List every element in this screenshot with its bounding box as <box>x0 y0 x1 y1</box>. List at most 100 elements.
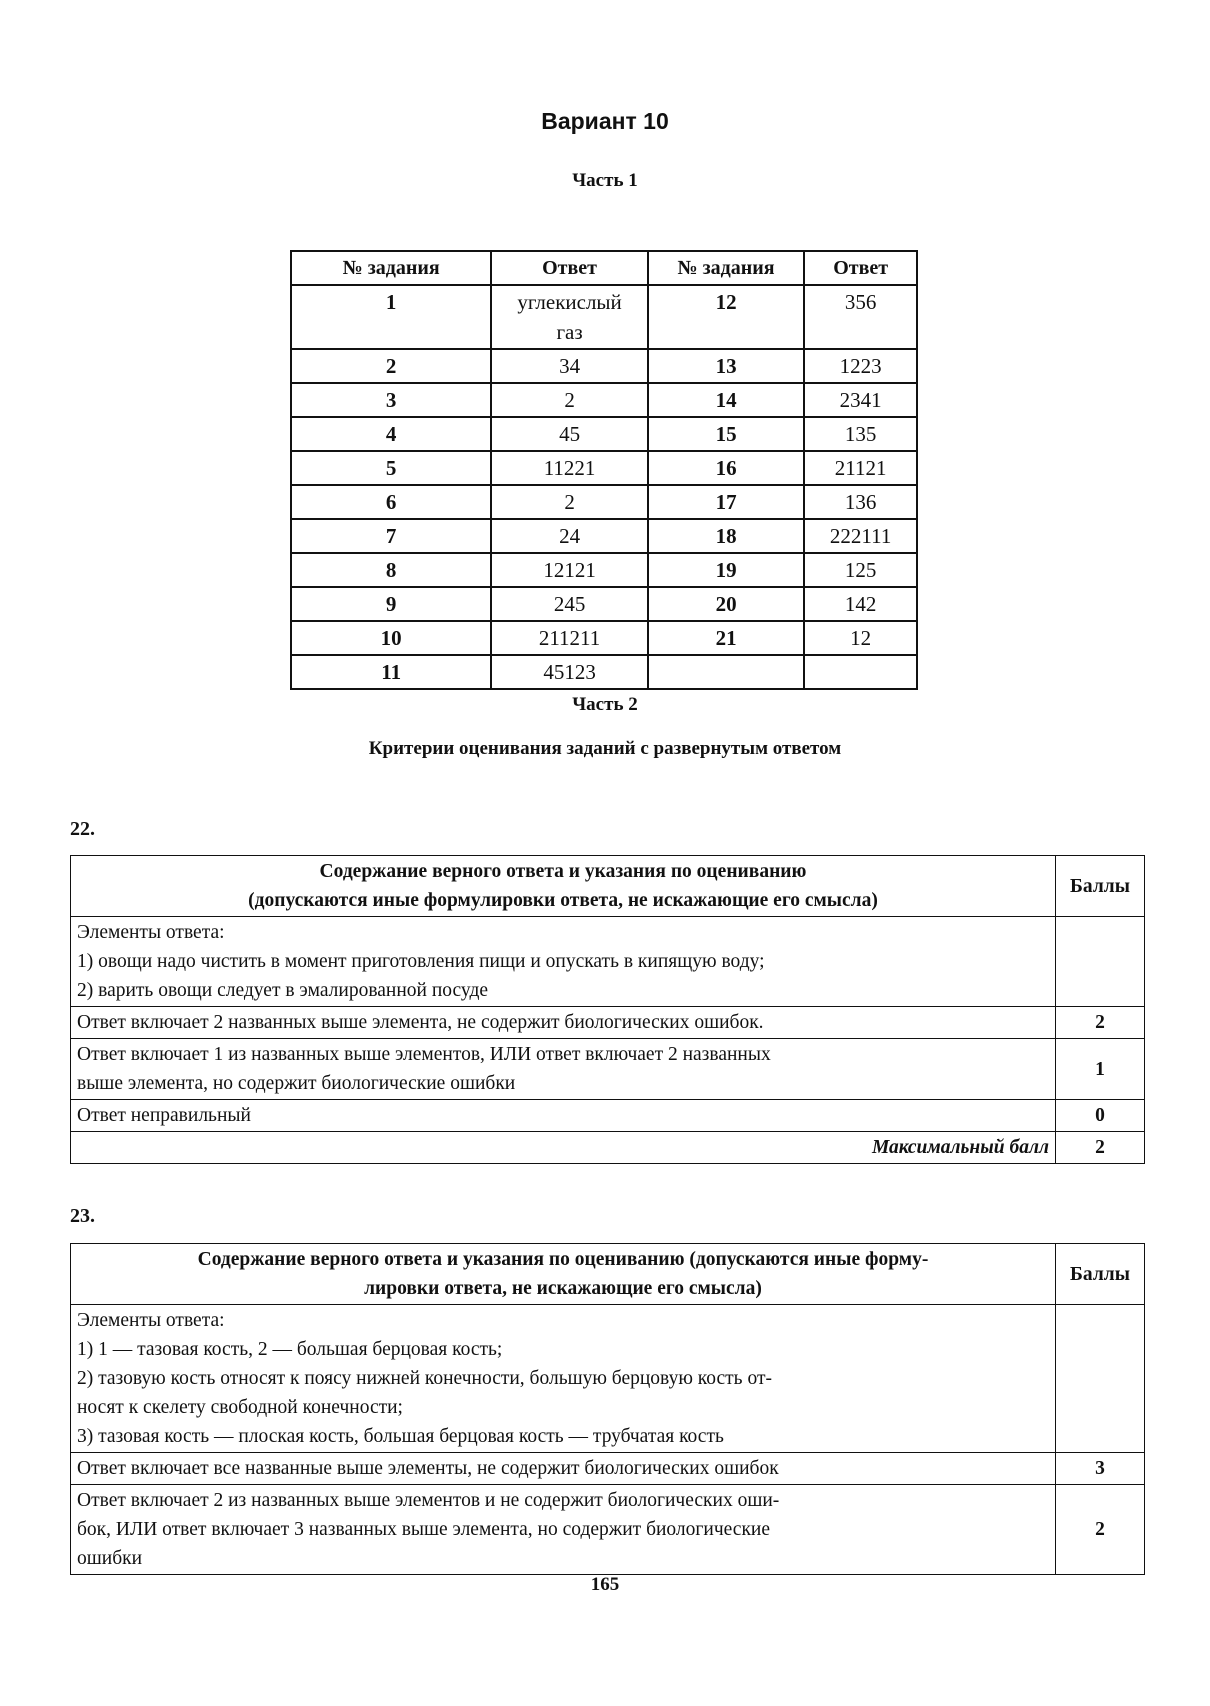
task-number: 7 <box>289 518 493 554</box>
task-number-text: 21 <box>715 626 737 650</box>
header-answer-2: Ответ <box>803 250 918 286</box>
task-number-text: 1 <box>385 290 397 314</box>
task-number: 12 <box>646 284 806 350</box>
answer-row: 7 24 18 222111 <box>289 518 918 554</box>
task-number-text: 4 <box>385 422 397 446</box>
task-answer-text: 2341 <box>839 388 882 412</box>
task-answer-text: 21121 <box>834 456 887 480</box>
task-number-text: 7 <box>385 524 397 548</box>
criterion-row: Ответ включает 2 названных выше элемента… <box>70 1006 1145 1039</box>
task-number: 15 <box>646 416 806 452</box>
criteria-header-row: Содержание верного ответа и указания по … <box>70 1243 1145 1305</box>
task-answer: 45 <box>490 416 649 452</box>
task-number-text: 13 <box>715 354 737 378</box>
task-answer: 34 <box>490 348 649 384</box>
answers-header-row: № задания Ответ № задания Ответ <box>289 250 918 286</box>
header-answer: Ответ <box>490 250 649 286</box>
element-line: Элементы ответа: <box>77 922 225 943</box>
task-answer-text: 356 <box>844 290 877 314</box>
criteria-table-22: Содержание верного ответа и указания по … <box>70 855 1145 1164</box>
elements-row: Элементы ответа: 1) 1 — тазовая кость, 2… <box>70 1304 1145 1453</box>
task-number: 2 <box>289 348 493 384</box>
page-number: 165 <box>590 1574 620 1595</box>
task-number: 21 <box>646 620 806 656</box>
element-line: 2) тазовую кость относят к поясу нижней … <box>77 1368 772 1389</box>
task-number: 6 <box>289 484 493 520</box>
task-answer: 136 <box>803 484 918 520</box>
task-number-text: 6 <box>385 490 397 514</box>
header-line: Содержание верного ответа и указания по … <box>319 861 807 882</box>
task-number: 4 <box>289 416 493 452</box>
task-answer: 142 <box>803 586 918 622</box>
criterion-score: 2 <box>1055 1006 1145 1039</box>
task-number-text: 19 <box>715 558 737 582</box>
question-23-number: 23. <box>70 1205 95 1227</box>
criteria-table-23: Содержание верного ответа и указания по … <box>70 1243 1145 1575</box>
answer-row: 9 245 20 142 <box>289 586 918 622</box>
task-answer: 1223 <box>803 348 918 384</box>
task-number: 20 <box>646 586 806 622</box>
answer-elements: Элементы ответа: 1) 1 — тазовая кость, 2… <box>70 1304 1056 1453</box>
task-number-text: 15 <box>715 422 737 446</box>
task-answer-text: 142 <box>844 592 877 616</box>
criterion-text: Ответ включает 2 названных выше элемента… <box>77 1012 764 1033</box>
header-line: (допускаются иные формулировки ответа, н… <box>248 890 878 911</box>
element-line: 2) варить овощи следует в эмалированной … <box>77 980 489 1001</box>
task-number-text: 12 <box>715 290 737 314</box>
task-number-text: 17 <box>715 490 737 514</box>
criterion-score: 1 <box>1055 1038 1145 1100</box>
task-number-text: 8 <box>385 558 397 582</box>
task-number-text: 11 <box>381 660 402 684</box>
task-answer-text: 245 <box>553 592 586 616</box>
task-number: 17 <box>646 484 806 520</box>
task-number-text: 10 <box>380 626 402 650</box>
task-number: 3 <box>289 382 493 418</box>
score-header: Баллы <box>1055 1243 1145 1305</box>
task-number: 11 <box>289 654 493 690</box>
question-22-number: 22. <box>70 818 95 840</box>
criterion-row: Ответ включает все названные выше элемен… <box>70 1452 1145 1485</box>
task-answer-text: 12 <box>850 626 872 650</box>
task-answer: 21121 <box>803 450 918 486</box>
task-answer: 2341 <box>803 382 918 418</box>
task-answer: 2 <box>490 484 649 520</box>
task-answer-text: 24 <box>559 524 581 548</box>
criterion-text: бок, ИЛИ ответ включает 3 названных выше… <box>77 1519 771 1540</box>
criterion-text: Ответ включает все названные выше элемен… <box>77 1458 779 1479</box>
task-number-text: 14 <box>715 388 737 412</box>
criterion-score: 2 <box>1055 1484 1145 1575</box>
header-task-number-2: № задания <box>646 250 806 286</box>
criterion-text: ошибки <box>77 1548 143 1569</box>
answer-row: 8 12121 19 125 <box>289 552 918 588</box>
task-number-text: 5 <box>385 456 397 480</box>
max-score-value: 2 <box>1055 1131 1145 1164</box>
task-number-text: 16 <box>715 456 737 480</box>
task-number: 9 <box>289 586 493 622</box>
task-answer: углекислый газ <box>490 284 649 350</box>
task-answer: 2 <box>490 382 649 418</box>
part2-subheading: Критерии оценивания заданий с развернуты… <box>368 738 842 759</box>
answer-row: 10 211211 21 12 <box>289 620 918 656</box>
task-answer <box>803 654 918 690</box>
element-line: 3) тазовая кость — плоская кость, больша… <box>77 1426 724 1447</box>
score-header: Баллы <box>1055 855 1145 917</box>
task-answer: 125 <box>803 552 918 588</box>
task-answer: 45123 <box>490 654 649 690</box>
task-number: 13 <box>646 348 806 384</box>
task-answer: 222111 <box>803 518 918 554</box>
task-number-text: 2 <box>385 354 397 378</box>
task-answer: 135 <box>803 416 918 452</box>
task-answer-text: 2 <box>564 388 575 412</box>
task-number-text: 20 <box>715 592 737 616</box>
task-answer-text: 12121 <box>543 558 596 582</box>
answer-row: 11 45123 <box>289 654 918 690</box>
header-line: Содержание верного ответа и указания по … <box>197 1249 929 1270</box>
task-answer: 356 <box>803 284 918 350</box>
task-answer: 12121 <box>490 552 649 588</box>
empty-score <box>1055 1304 1145 1453</box>
answer-row: 5 11221 16 21121 <box>289 450 918 486</box>
criteria-header: Содержание верного ответа и указания по … <box>70 855 1056 917</box>
page-title: Вариант 10 <box>541 108 669 134</box>
part2-heading: Часть 2 <box>572 694 638 715</box>
answer-row: 4 45 15 135 <box>289 416 918 452</box>
